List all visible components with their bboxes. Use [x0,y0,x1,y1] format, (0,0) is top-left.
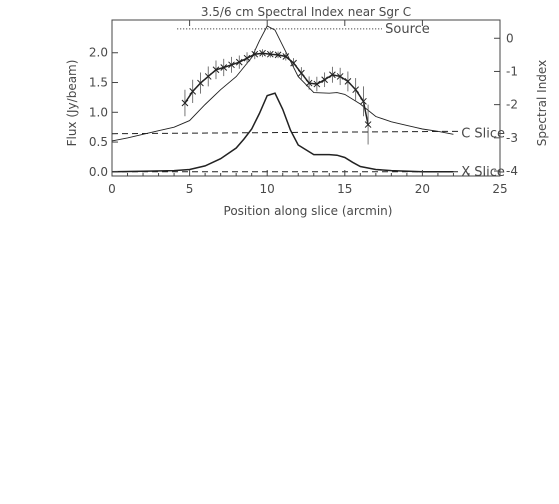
axis-ticks: 0 5 10 15 20 25 0.0 0.5 1.0 1.5 2.0 -4 -3 -2 -1 0 [89,20,518,196]
data-point-marker [282,53,290,60]
data-point-marker [197,79,204,87]
data-point-marker [313,80,321,88]
data-point-marker [344,78,352,85]
data-point-marker [259,49,266,57]
data-point-marker [212,66,220,74]
series-line-spectral-index [184,52,369,125]
x-tick-label: 10 [260,182,275,196]
data-point-marker [251,50,259,58]
plot-area-border [111,19,501,177]
annotation-source: Source [385,22,430,37]
x-tick-label: 0 [108,182,116,196]
data-point-marker [243,54,251,62]
plot-frame [111,19,501,177]
y-tick-label: 0.5 [89,135,108,149]
series-line-c-slice-baseline [111,130,462,135]
x-tick-label: 25 [492,182,507,196]
data-point-marker [336,73,344,80]
data-point-marker [235,58,243,66]
x-axis-label: Position along slice (arcmin) [224,204,393,218]
data-point-marker [266,50,274,58]
y-axis-label: Flux (Jy/beam) [65,60,79,147]
data-point-marker [297,69,305,77]
y-tick-label: 0.0 [89,165,108,179]
annotations: Source C Slice X Slice [385,22,505,180]
data-point-marker [204,73,212,80]
x-tick-label: 5 [186,182,194,196]
data-point-marker [305,79,313,87]
y2-tick-label: -3 [506,131,518,145]
data-point-marker [181,99,189,107]
data-point-marker [290,59,297,67]
data-point-marker [329,71,336,79]
data-point-marker [274,51,282,59]
data-point-marker [352,86,360,94]
data-curves [111,25,462,173]
chart-title: 3.5/6 cm Spectral Index near Sgr C [201,5,411,19]
series-line-x-slice [111,92,454,173]
data-point-marker [189,88,197,95]
data-point-marker [220,64,228,71]
y2-tick-label: -2 [506,98,518,112]
data-point-marker [228,61,235,69]
y2-axis-label: Spectral Index [535,60,549,146]
data-point-marker [321,76,328,84]
y2-tick-label: 0 [506,31,514,45]
annotation-x-slice: X Slice [461,165,505,180]
x-tick-label: 15 [337,182,352,196]
y-tick-label: 2.0 [89,46,108,60]
y2-tick-label: -1 [506,64,518,78]
y-tick-label: 1.0 [89,105,108,119]
series-line-c-slice [111,25,454,142]
y2-tick-label: -4 [506,164,518,178]
x-tick-label: 20 [415,182,430,196]
data-point-marker [364,121,372,128]
annotation-c-slice: C Slice [461,127,505,142]
data-point-marker [360,97,367,105]
y-tick-label: 1.5 [89,76,108,90]
